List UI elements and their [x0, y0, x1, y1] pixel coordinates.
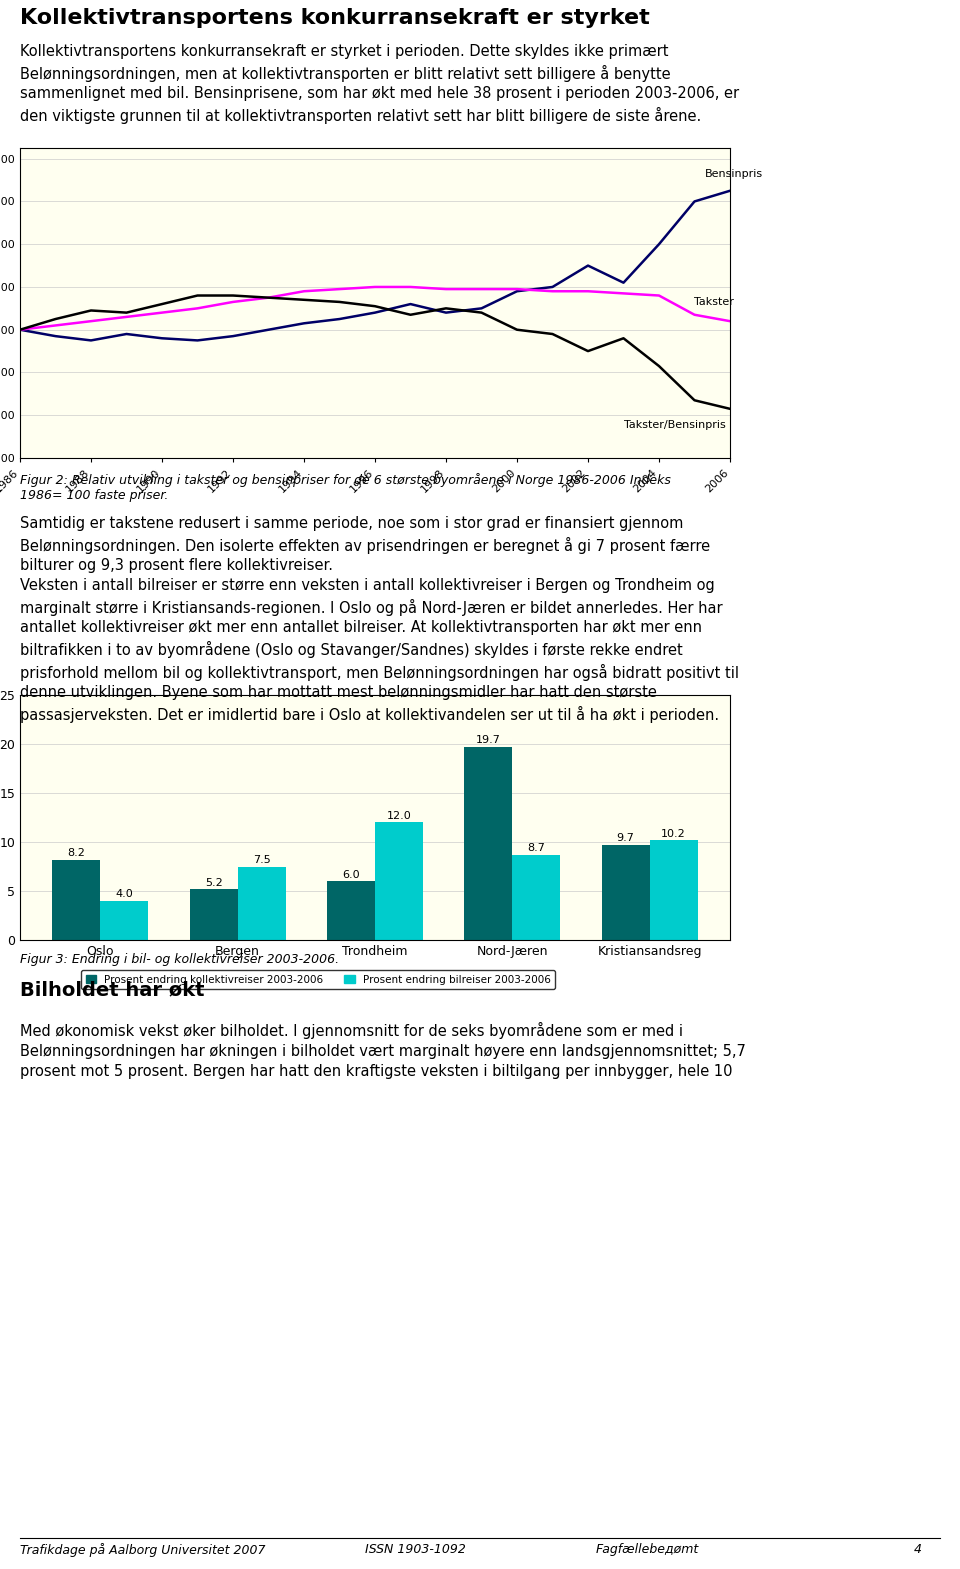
Text: 5.2: 5.2: [204, 877, 223, 888]
Bar: [465, 747, 513, 940]
Text: 10.2: 10.2: [661, 828, 686, 838]
Bar: [238, 866, 286, 940]
Bar: [327, 882, 375, 940]
Text: Fagfællebедømt: Fagfællebедømt: [595, 1542, 699, 1556]
Text: Bensinpris: Bensinpris: [706, 169, 763, 179]
Bar: [650, 839, 698, 940]
Text: 4.0: 4.0: [115, 890, 133, 899]
Text: Takster: Takster: [694, 297, 734, 308]
Text: Samtidig er takstene redusert i samme periode, noe som i stor grad er finansiert: Samtidig er takstene redusert i samme pe…: [20, 516, 710, 573]
Legend: Prosent endring kollektivreiser 2003-2006, Prosent endring bilreiser 2003-2006: Prosent endring kollektivreiser 2003-200…: [82, 970, 555, 988]
Text: Figur 2: Relativ utvikling i takster og bensinpriser for de 6 største byområene : Figur 2: Relativ utvikling i takster og …: [20, 472, 671, 502]
Text: 6.0: 6.0: [342, 869, 360, 880]
Text: Figur 3: Endring i bil- og kollektivreiser 2003-2006.: Figur 3: Endring i bil- og kollektivreis…: [20, 952, 339, 967]
Text: 12.0: 12.0: [387, 811, 412, 821]
Bar: [52, 860, 101, 940]
Text: 4: 4: [914, 1542, 922, 1556]
Bar: [602, 846, 650, 940]
Text: Bilholdet har økt: Bilholdet har økt: [20, 981, 204, 999]
Text: 8.7: 8.7: [527, 843, 545, 854]
Text: 9.7: 9.7: [616, 833, 635, 844]
Text: 7.5: 7.5: [252, 855, 271, 865]
Bar: [375, 822, 423, 940]
Text: Trafikdage på Aalborg Universitet 2007: Trafikdage på Aalborg Universitet 2007: [20, 1542, 266, 1556]
Bar: [101, 901, 149, 940]
Text: Med økonomisk vekst øker bilholdet. I gjennomsnitt for de seks byområdene som er: Med økonomisk vekst øker bilholdet. I gj…: [20, 1021, 746, 1078]
Text: 19.7: 19.7: [476, 736, 501, 745]
Text: 8.2: 8.2: [67, 849, 85, 858]
Text: Kollektivtransportens konkurransekraft er styrket i perioden. Dette skyldes ikke: Kollektivtransportens konkurransekraft e…: [20, 44, 739, 124]
Bar: [190, 890, 238, 940]
Text: Veksten i antall bilreiser er større enn veksten i antall kollektivreiser i Berg: Veksten i antall bilreiser er større enn…: [20, 577, 739, 723]
Text: ISSN 1903-1092: ISSN 1903-1092: [365, 1542, 466, 1556]
Bar: [513, 855, 561, 940]
Text: Takster/Bensinpris: Takster/Bensinpris: [623, 420, 725, 430]
Text: Kollektivtransportens konkurransekraft er styrket: Kollektivtransportens konkurransekraft e…: [20, 8, 650, 28]
